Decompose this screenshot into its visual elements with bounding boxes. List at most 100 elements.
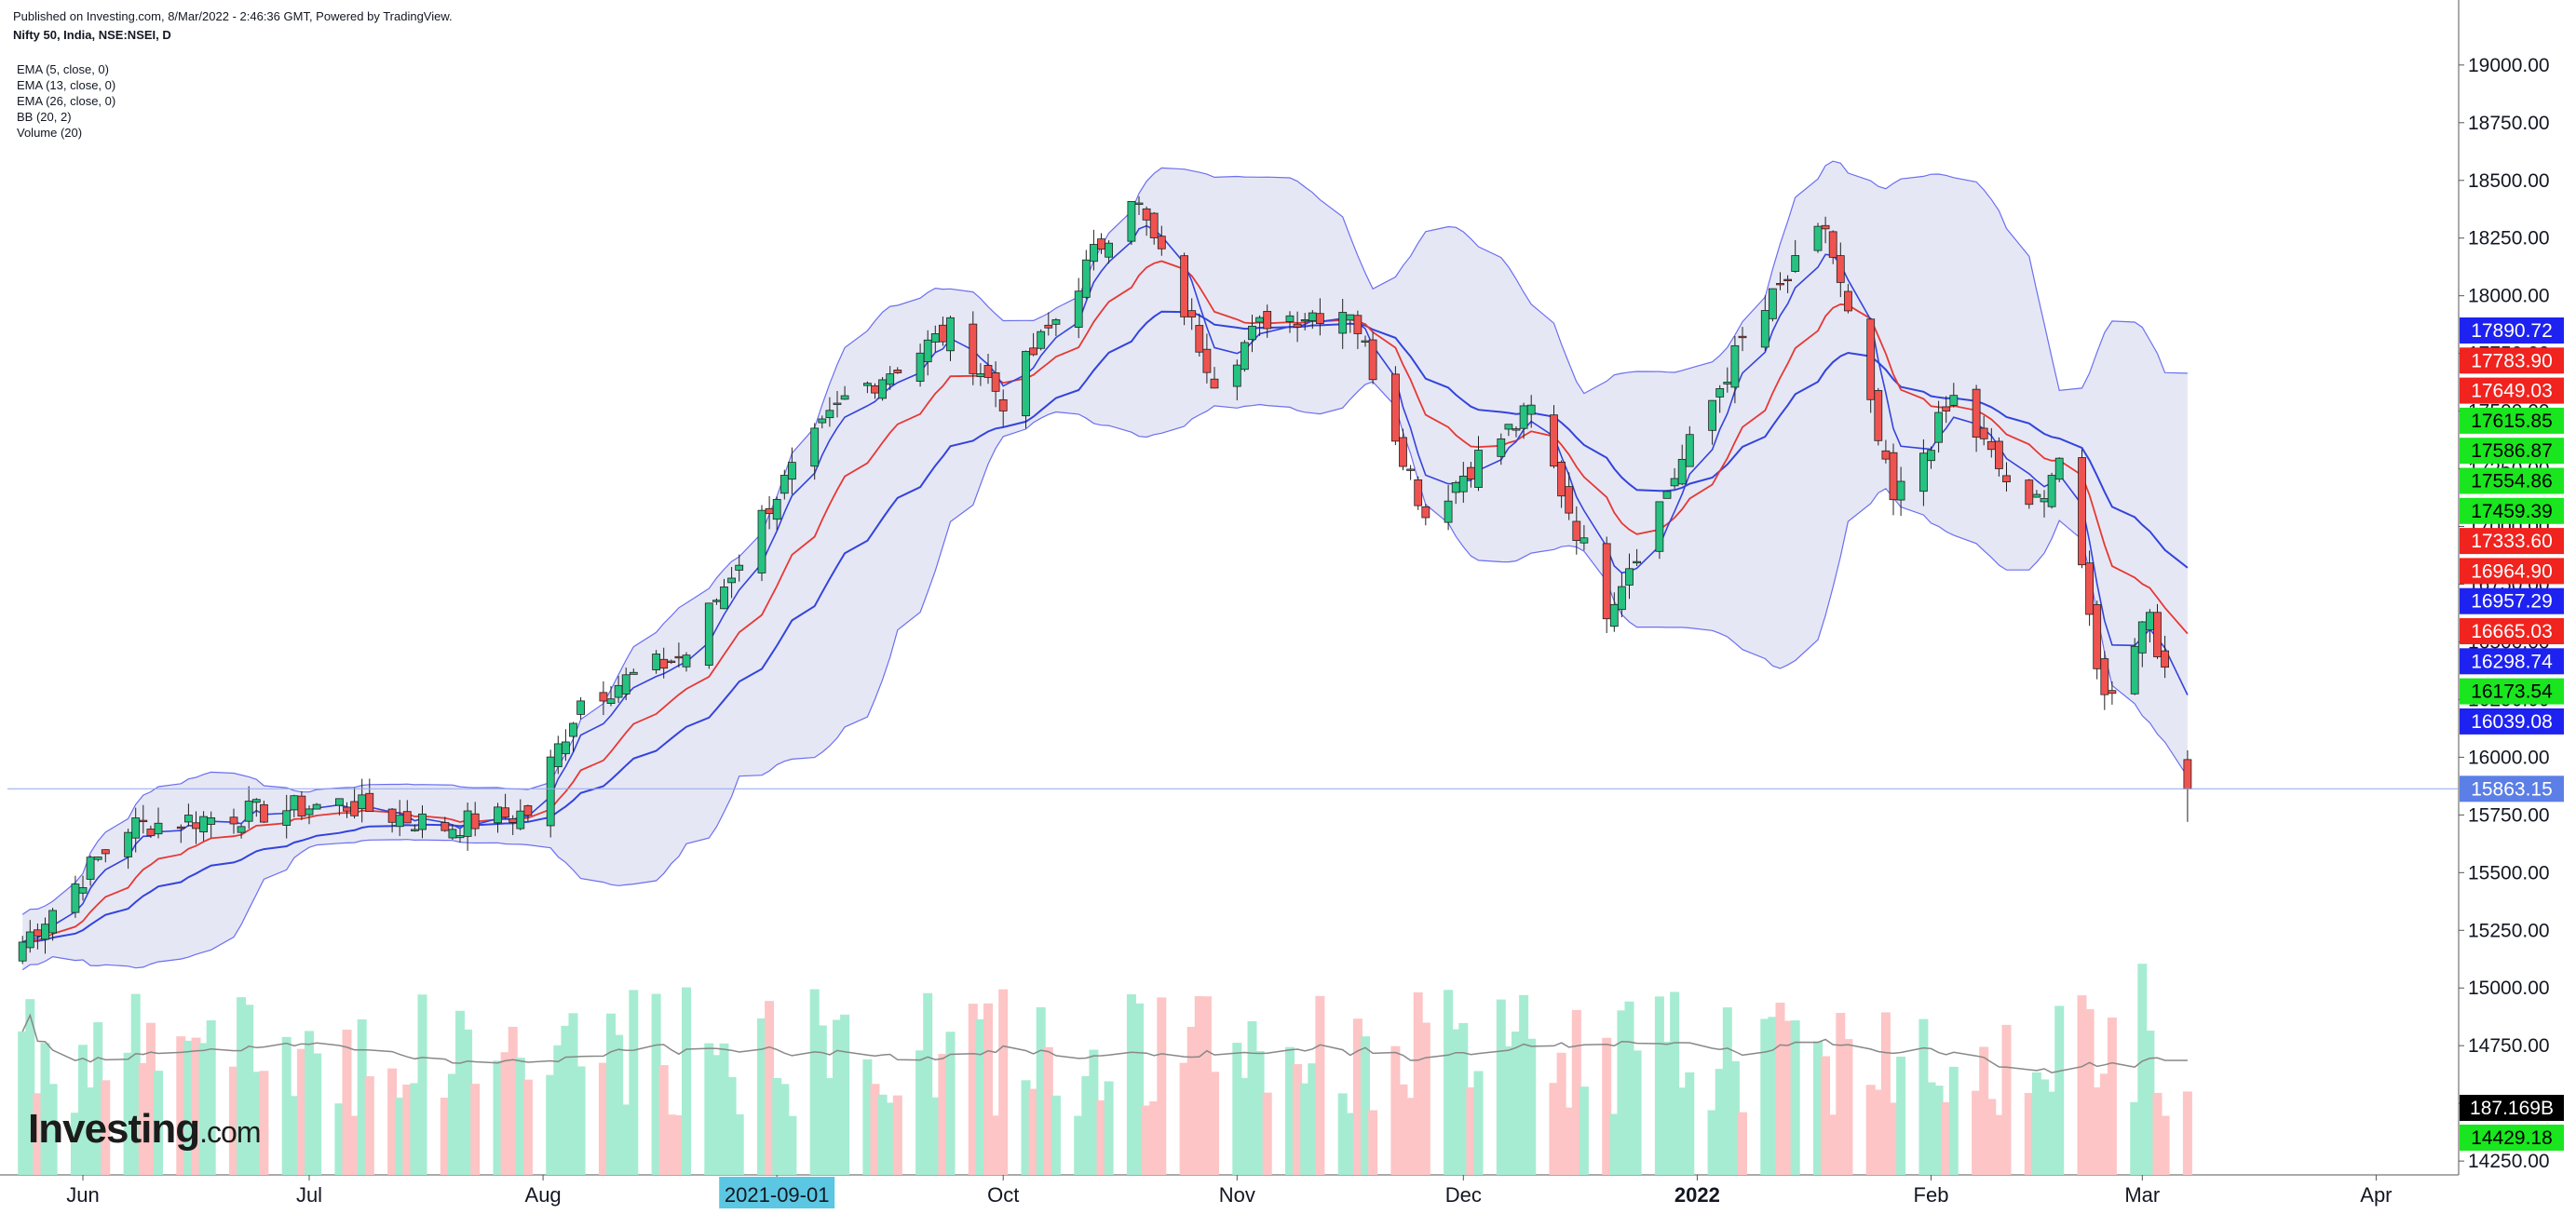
candle-up — [2047, 475, 2056, 507]
candle-down — [402, 811, 412, 824]
candle-down — [1202, 348, 1212, 373]
volume-bar — [470, 1084, 481, 1175]
candle-up — [1338, 312, 1348, 334]
price-tag-box — [2460, 587, 2564, 614]
candle-down — [939, 324, 947, 343]
volume-bar — [1149, 1101, 1159, 1175]
volume-bar — [2107, 1018, 2117, 1175]
price-tick-label: 19000.00 — [2468, 55, 2550, 76]
candle-down — [1149, 212, 1159, 238]
volume-bar — [2054, 1005, 2065, 1175]
indicator-ema-5[interactable]: EMA (5, close, 0) — [17, 62, 109, 76]
candle-up — [1918, 452, 1928, 492]
candle-up — [757, 509, 766, 573]
volume-bar — [1194, 996, 1204, 1175]
volume-bar — [1549, 1083, 1559, 1175]
candle-up — [1896, 480, 1905, 501]
price-tag-label: 16039.08 — [2471, 711, 2553, 733]
volume-bar — [1390, 1045, 1401, 1175]
candle-up — [48, 910, 57, 934]
bollinger-band-fill — [22, 161, 2188, 970]
candle-up — [1760, 310, 1769, 348]
candle-up — [516, 810, 525, 830]
candle-up — [1090, 244, 1098, 263]
candle-down — [441, 822, 450, 831]
candle-up — [712, 600, 721, 602]
price-tag-box — [2460, 407, 2564, 434]
candle-up — [1444, 500, 1453, 523]
volume-bar — [870, 1084, 880, 1175]
candle-down — [470, 813, 480, 830]
volume-bar — [500, 1052, 510, 1175]
candle-down — [1881, 450, 1891, 460]
candle-down — [1979, 427, 1988, 439]
price-tag-label: 16964.90 — [2471, 560, 2553, 582]
candle-up — [1655, 501, 1664, 552]
candle-up — [1346, 314, 1355, 321]
time-tick-label: Dec — [1445, 1183, 1482, 1207]
candle-down — [1866, 318, 1876, 400]
indicator-volume[interactable]: Volume (20) — [17, 126, 83, 140]
volume-bar — [440, 1098, 450, 1175]
candle-up — [71, 884, 80, 913]
volume-bar — [1941, 1101, 1951, 1175]
candle-up — [41, 924, 49, 940]
candle-down — [2085, 562, 2095, 615]
volume-bar — [342, 1030, 352, 1175]
volume-bar — [123, 1052, 133, 1175]
price-tag-box — [2460, 558, 2564, 585]
candle-up — [1730, 344, 1740, 388]
volume-bar — [417, 994, 427, 1175]
candle-down — [350, 801, 359, 816]
volume-bar — [334, 1103, 345, 1175]
volume-bar — [281, 1036, 291, 1175]
volume-bar — [1790, 1020, 1800, 1175]
volume-bar — [1254, 1050, 1265, 1175]
volume-bar — [1021, 1080, 1031, 1175]
price-tick-label: 14750.00 — [2468, 1035, 2550, 1057]
time-tick-label: Apr — [2360, 1183, 2392, 1207]
volume-bar — [712, 1055, 722, 1175]
volume-bar — [704, 1043, 714, 1175]
volume-bar — [198, 1043, 209, 1175]
volume-bar — [1677, 1087, 1688, 1175]
price-tag-label: 16665.03 — [2471, 621, 2553, 642]
volume-bar — [1632, 1050, 1642, 1175]
volume-bar — [1685, 1072, 1695, 1175]
candle-down — [1550, 414, 1558, 467]
price-tag-box — [2460, 648, 2564, 675]
indicator-ema-13[interactable]: EMA (13, close, 0) — [17, 78, 116, 92]
candle-up — [2054, 457, 2064, 480]
volume-bar — [1352, 1018, 1363, 1175]
volume-bar — [824, 1078, 834, 1175]
volume-bar — [1821, 1056, 1831, 1175]
volume-bar — [1036, 1006, 1046, 1175]
candle-up — [1934, 411, 1944, 443]
volume-bar — [1293, 1064, 1303, 1175]
candle-down — [1565, 486, 1574, 514]
indicator-bb[interactable]: BB (20, 2) — [17, 110, 72, 124]
price-tick-label: 15750.00 — [2468, 804, 2550, 826]
candle-up — [1051, 318, 1061, 325]
volume-bar — [522, 1079, 533, 1175]
volume-bar — [862, 1059, 873, 1175]
volume-bar — [1444, 990, 1454, 1175]
price-tick-label: 18750.00 — [2468, 113, 2550, 134]
volume-bar — [1880, 1012, 1891, 1175]
volume-bar — [598, 1062, 608, 1175]
candle-up — [1618, 586, 1626, 611]
candle-down — [1889, 452, 1898, 501]
volume-bar — [983, 1003, 993, 1175]
candle-up — [652, 654, 660, 670]
candle-down — [259, 803, 268, 823]
price-tick-label: 15250.00 — [2468, 920, 2550, 941]
volume-bar — [787, 1115, 797, 1175]
price-tag-box — [2460, 438, 2564, 465]
candle-down — [1972, 388, 1981, 438]
candle-up — [282, 810, 291, 826]
candle-up — [576, 700, 585, 715]
candle-down — [2161, 650, 2170, 668]
candle-down — [893, 370, 902, 373]
indicator-ema-26[interactable]: EMA (26, close, 0) — [17, 94, 116, 108]
